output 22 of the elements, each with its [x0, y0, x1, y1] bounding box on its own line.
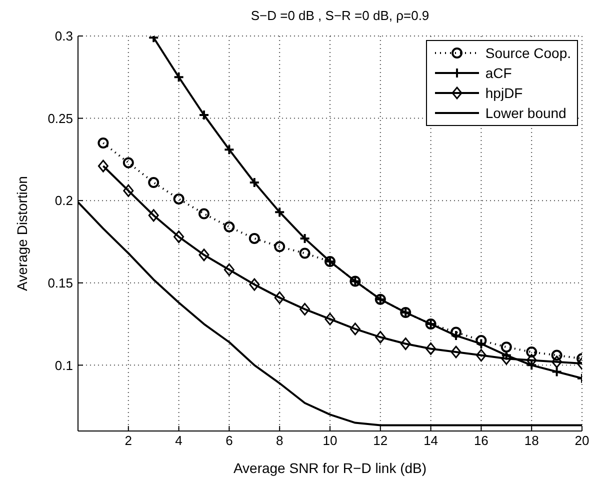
- y-axis-title: Average Distortion: [14, 176, 30, 291]
- x-tick-label: 12: [373, 433, 388, 448]
- x-tick-label: 4: [175, 433, 182, 448]
- legend-label: hpjDF: [485, 85, 523, 101]
- y-tick-label: 0.25: [48, 110, 73, 126]
- chart-title: S−D =0 dB , S−R =0 dB, ρ=0.9: [250, 8, 430, 23]
- x-tick-label: 20: [574, 433, 590, 448]
- x-tick-label: 10: [322, 433, 338, 448]
- x-tick-label: 6: [226, 433, 233, 448]
- legend-label: Source Coop.: [485, 45, 571, 61]
- y-tick-label: 0.2: [54, 193, 73, 208]
- y-tick-label: 0.3: [54, 28, 73, 44]
- legend-label: Lower bound: [485, 105, 566, 121]
- x-tick-label: 16: [474, 433, 488, 448]
- x-tick-label: 14: [424, 433, 438, 448]
- y-tick-label: 0.1: [54, 358, 73, 373]
- x-tick-label: 2: [124, 433, 132, 448]
- y-tick-label: 0.15: [48, 275, 73, 290]
- x-tick-label: 18: [524, 433, 539, 448]
- x-tick-label: 8: [276, 433, 284, 448]
- legend-label: aCF: [485, 65, 512, 81]
- x-axis-title: Average SNR for R−D link (dB): [233, 460, 427, 476]
